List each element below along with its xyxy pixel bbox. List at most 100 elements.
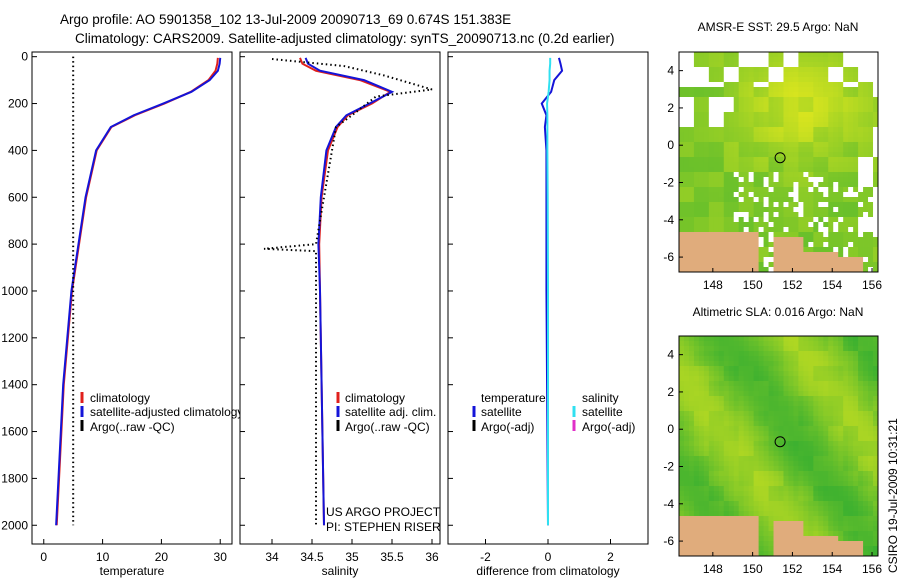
- map-cell: [698, 207, 705, 213]
- map-cell: [828, 87, 834, 93]
- map-cell: [733, 82, 740, 88]
- map-cell: [748, 177, 755, 183]
- map-cell: [848, 386, 854, 392]
- map-cell: [683, 351, 690, 357]
- map-cell: [783, 486, 789, 492]
- map-cell: [778, 112, 784, 118]
- map-cell: [698, 162, 705, 168]
- map-cell: [679, 396, 685, 402]
- map-cell: [778, 192, 784, 198]
- map-cell: [738, 446, 745, 452]
- map-cell: [813, 421, 819, 427]
- map-cell: [858, 451, 864, 457]
- map-cell: [848, 82, 854, 88]
- map-cell: [728, 426, 735, 432]
- map-cell: [733, 117, 740, 123]
- map-cell: [683, 406, 690, 412]
- map-cell: [713, 346, 720, 352]
- map-cell: [693, 57, 700, 63]
- map-cell: [868, 72, 874, 78]
- map-cell: [778, 406, 784, 412]
- map-cell: [693, 411, 700, 417]
- map-cell: [698, 102, 705, 108]
- map-cell: [853, 411, 859, 417]
- map-cell: [698, 132, 705, 138]
- map-cell: [793, 127, 799, 133]
- map-cell: [758, 466, 764, 472]
- map-cell: [838, 471, 844, 477]
- map-cell: [758, 262, 764, 268]
- map-cell: [818, 376, 824, 382]
- map-cell: [793, 257, 799, 263]
- map-cell: [798, 441, 804, 447]
- map-cell: [783, 461, 789, 467]
- map-cell: [688, 172, 695, 178]
- map-cell: [773, 217, 779, 223]
- map-cell: [828, 476, 834, 482]
- map-cell: [723, 511, 730, 517]
- map-cell: [803, 127, 809, 133]
- map-cell: [733, 371, 740, 377]
- map-cell: [868, 62, 874, 68]
- map-cell: [798, 142, 804, 148]
- map-cell: [763, 436, 769, 442]
- map-cell: [788, 202, 794, 208]
- map-cell: [778, 82, 784, 88]
- map-cell: [818, 172, 824, 178]
- map-cell: [828, 227, 834, 233]
- map-cell: [708, 212, 715, 218]
- map-cell: [768, 541, 774, 547]
- map-cell: [688, 521, 695, 527]
- map-cell: [793, 436, 799, 442]
- map-cell: [853, 511, 859, 517]
- map-cell: [783, 147, 789, 153]
- map-cell: [703, 77, 710, 83]
- map-cell: [738, 92, 745, 98]
- map-cell: [783, 182, 789, 188]
- map-cell: [708, 446, 715, 452]
- map-cell: [713, 416, 720, 422]
- map-cell: [708, 551, 715, 557]
- map-cell: [679, 147, 685, 153]
- map-cell: [738, 137, 745, 143]
- map-cell: [848, 356, 854, 362]
- map-cell: [778, 361, 784, 367]
- map-cell: [738, 551, 745, 557]
- map-cell: [783, 92, 789, 98]
- map-cell: [798, 481, 804, 487]
- map-cell: [688, 187, 695, 193]
- map-cell: [693, 147, 700, 153]
- map-cell: [763, 501, 769, 507]
- map-cell: [743, 182, 750, 188]
- map-cell: [808, 267, 814, 273]
- map-cell: [813, 361, 819, 367]
- map-cell: [688, 147, 695, 153]
- map-cell: [763, 102, 769, 108]
- map-cell: [718, 496, 725, 502]
- map-cell: [718, 152, 725, 158]
- map-cell: [713, 446, 720, 452]
- map-cell: [808, 521, 814, 527]
- map-cell: [723, 192, 730, 198]
- map-cell: [738, 227, 745, 233]
- map-cell: [683, 92, 690, 98]
- map-cell: [688, 67, 695, 73]
- map-cell: [743, 222, 750, 228]
- map-cell: [713, 551, 720, 557]
- map-cell: [868, 97, 874, 103]
- map-cell: [768, 486, 774, 492]
- map-cell: [783, 391, 789, 397]
- map-cell: [768, 57, 774, 63]
- map-cell: [818, 471, 824, 477]
- map-cell: [783, 262, 789, 268]
- project-line2: PI: STEPHEN RISER: [326, 520, 441, 534]
- map-cell: [798, 401, 804, 407]
- map-cell: [753, 386, 759, 392]
- map-cell: [868, 252, 874, 258]
- map-cell: [738, 217, 745, 223]
- map-cell: [688, 366, 695, 372]
- map-cell: [793, 431, 799, 437]
- map-cell: [758, 67, 764, 73]
- map-cell: [753, 541, 759, 547]
- map-cell: [723, 117, 730, 123]
